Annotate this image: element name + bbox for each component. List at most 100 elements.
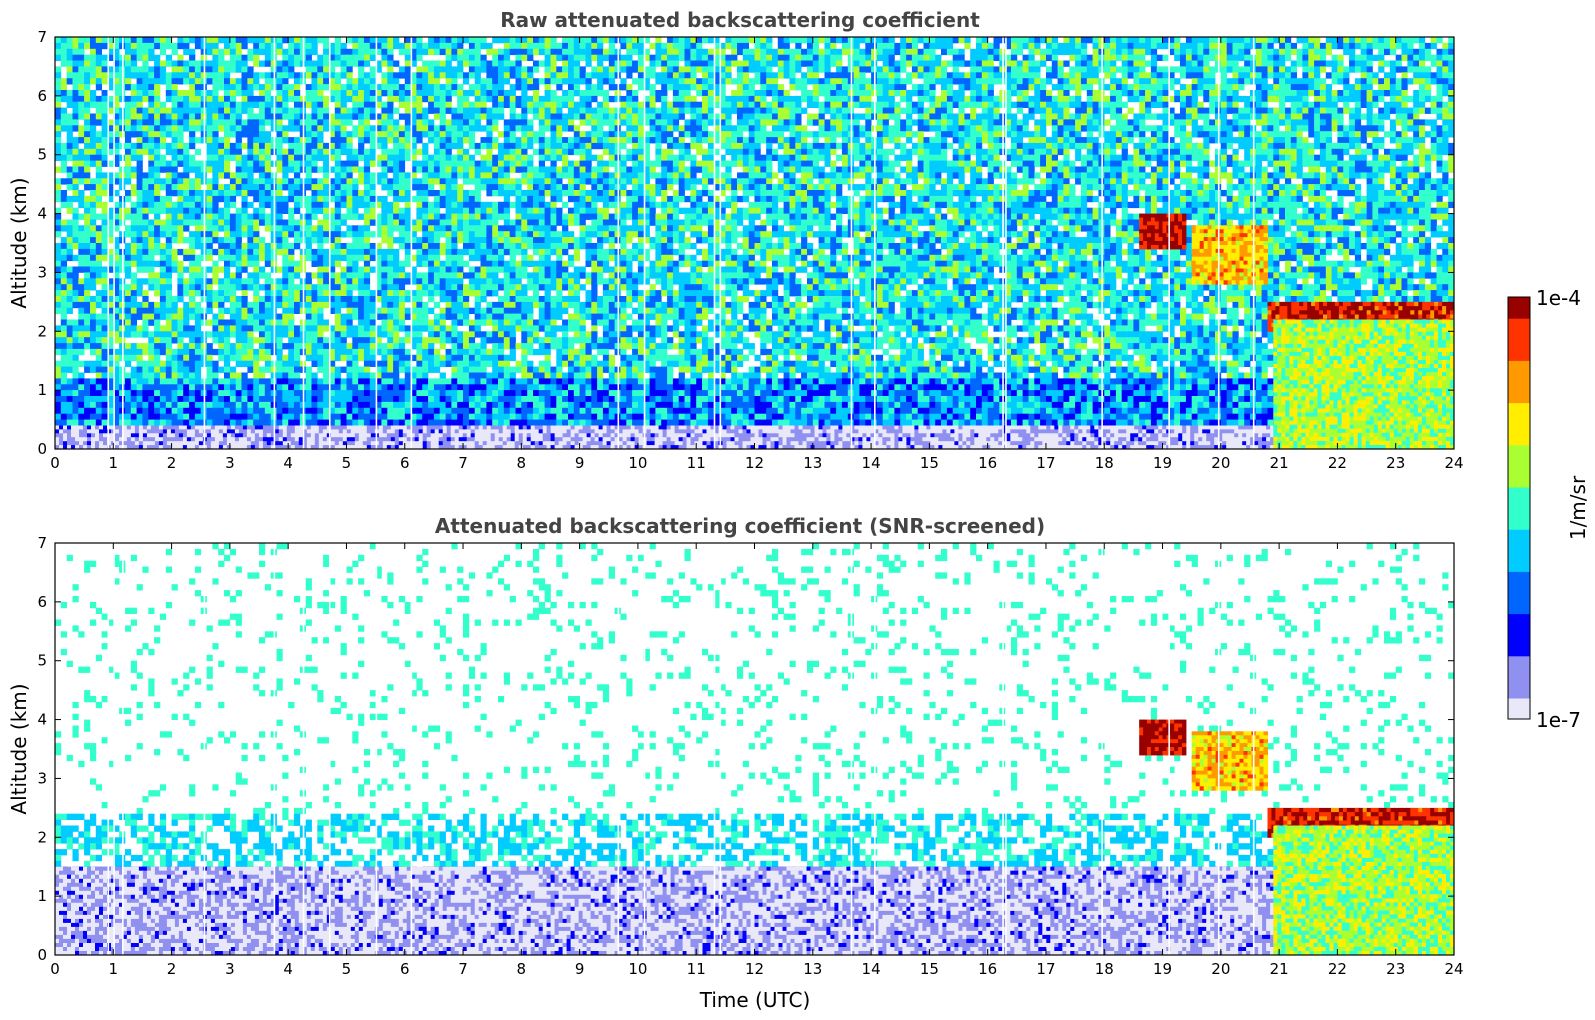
x-tick-label: 14: [862, 960, 881, 978]
y-tick-label: 4: [37, 205, 47, 223]
y-tick-label: 3: [37, 769, 47, 787]
y-axis-label: Altitude (km): [7, 683, 31, 814]
data-gap: [376, 543, 378, 955]
y-tick-label: 6: [37, 593, 47, 611]
data-gap: [851, 37, 853, 449]
data-gap: [1168, 37, 1170, 449]
y-tick-label: 7: [37, 28, 47, 46]
data-gap: [107, 543, 109, 955]
data-gap: [1002, 37, 1004, 449]
x-tick-label: 4: [283, 960, 293, 978]
x-tick-label: 8: [517, 960, 527, 978]
data-gap: [1253, 543, 1255, 955]
x-tick-label: 2: [167, 454, 177, 472]
data-gap: [1005, 543, 1007, 955]
x-tick-label: 6: [400, 454, 410, 472]
x-tick-label: 20: [1211, 960, 1230, 978]
x-tick-label: 5: [342, 960, 352, 978]
y-tick-label: 0: [37, 440, 47, 458]
data-gap: [618, 543, 620, 955]
data-gap: [274, 37, 276, 449]
x-tick-label: 12: [745, 960, 764, 978]
y-axis-label: Altitude (km): [7, 177, 31, 308]
data-gap: [376, 37, 378, 449]
colorbar-cell: [1508, 519, 1530, 530]
figure: Raw attenuated backscattering coefficien…: [0, 0, 1595, 1020]
colorbar-cell: [1508, 497, 1530, 508]
y-tick-label: 5: [37, 652, 47, 670]
x-tick-label: 21: [1270, 454, 1289, 472]
colorbar-cell: [1508, 466, 1530, 477]
y-tick-label: 7: [37, 534, 47, 552]
x-tick-label: 9: [575, 960, 585, 978]
x-tick-label: 24: [1444, 454, 1463, 472]
data-gap: [122, 543, 124, 955]
feature-cloud: [1139, 214, 1186, 250]
x-tick-label: 21: [1270, 960, 1289, 978]
y-tick-label: 1: [37, 381, 47, 399]
raw-backscatter-panel: Raw attenuated backscattering coefficien…: [7, 8, 1464, 472]
data-gap: [720, 543, 722, 955]
y-tick-label: 2: [37, 828, 47, 846]
x-tick-label: 19: [1153, 454, 1172, 472]
data-gap: [714, 543, 716, 955]
x-tick-label: 7: [458, 454, 468, 472]
data-gap: [411, 37, 413, 449]
data-gap: [303, 37, 305, 449]
chart-title: Raw attenuated backscattering coefficien…: [500, 8, 980, 32]
x-tick-label: 16: [978, 454, 997, 472]
data-gap: [1002, 543, 1004, 955]
x-tick-label: 12: [745, 454, 764, 472]
colorbar-cell: [1508, 666, 1530, 677]
feature-cloud: [1139, 720, 1186, 756]
x-tick-label: 1: [109, 454, 119, 472]
colorbar-scale: [1508, 297, 1530, 720]
colorbar-unit-label: 1/m/sr: [1566, 475, 1590, 540]
colorbar-cell: [1508, 603, 1530, 614]
colorbar-cell: [1508, 645, 1530, 656]
y-tick-label: 2: [37, 322, 47, 340]
x-tick-label: 23: [1386, 454, 1405, 472]
colorbar-cell: [1508, 381, 1530, 392]
data-gap: [303, 543, 305, 955]
data-gap: [851, 543, 853, 955]
data-gap: [1218, 37, 1220, 449]
data-gap: [618, 37, 620, 449]
colorbar-min-label: 1e-7: [1536, 708, 1581, 732]
x-tick-label: 11: [687, 454, 706, 472]
y-tick-label: 4: [37, 711, 47, 729]
data-gap: [1253, 37, 1255, 449]
colorbar-cell: [1508, 476, 1530, 487]
data-gap: [113, 37, 115, 449]
x-tick-label: 1: [109, 960, 119, 978]
data-gap: [1005, 37, 1007, 449]
feature-descending-layer: [1192, 225, 1268, 284]
x-tick-label: 15: [920, 960, 939, 978]
plot-area: [55, 37, 1455, 450]
colorbar-cell: [1508, 360, 1530, 371]
x-tick-label: 7: [458, 960, 468, 978]
data-gap: [1101, 543, 1103, 955]
colorbar-cell: [1508, 592, 1530, 603]
colorbar-cell: [1508, 487, 1530, 498]
feature-precipitation: [1273, 826, 1454, 956]
colorbar-cell: [1508, 445, 1530, 456]
x-tick-label: 3: [225, 454, 235, 472]
colorbar-cell: [1508, 708, 1530, 719]
y-tick-label: 0: [37, 946, 47, 964]
x-tick-label: 13: [803, 454, 822, 472]
y-tick-label: 6: [37, 87, 47, 105]
colorbar-cell: [1508, 571, 1530, 582]
colorbar-cell: [1508, 434, 1530, 445]
x-tick-label: 17: [1036, 454, 1055, 472]
data-gap: [1101, 37, 1103, 449]
x-tick-label: 17: [1036, 960, 1055, 978]
colorbar-cell: [1508, 561, 1530, 572]
x-tick-label: 15: [920, 454, 939, 472]
x-tick-label: 8: [517, 454, 527, 472]
x-tick-label: 2: [167, 960, 177, 978]
colorbar-cell: [1508, 508, 1530, 519]
colorbar-cell: [1508, 624, 1530, 635]
x-tick-label: 11: [687, 960, 706, 978]
x-tick-label: 14: [862, 454, 881, 472]
